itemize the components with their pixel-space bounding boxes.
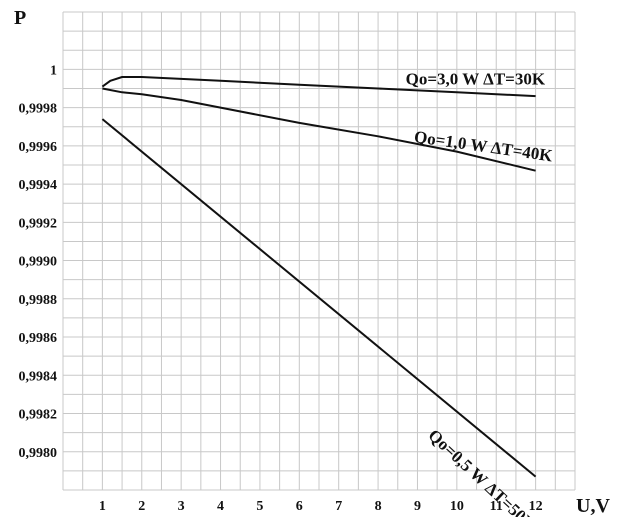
x-tick-label: 5 <box>256 499 263 514</box>
x-tick-label: 12 <box>529 499 543 514</box>
grid <box>62 11 576 491</box>
y-axis-title: P <box>14 7 26 29</box>
tick-labels: 1 2 3 4 5 6 7 8 9 10 11 120,99800,99820,99840,99860… <box>19 63 543 514</box>
x-tick-label: 3 <box>178 499 185 514</box>
series-line-3 <box>101 118 537 478</box>
series-lines <box>101 76 537 478</box>
x-tick-label: 6 <box>296 499 303 514</box>
x-tick-label: 7 <box>335 499 342 514</box>
y-tick-label: 0,9990 <box>19 255 58 270</box>
y-tick-label: 0,9994 <box>19 178 58 193</box>
series-label-1: Qo=3,0 W ΔT=30K <box>406 70 546 89</box>
x-tick-label: 9 <box>414 499 421 514</box>
y-tick-label: 0,9982 <box>19 408 58 423</box>
x-tick-label: 8 <box>375 499 382 514</box>
y-tick-label: 1 <box>50 63 57 78</box>
series-line-2 <box>102 87 536 172</box>
x-tick-label: 4 <box>217 499 224 514</box>
x-axis-title: U,V <box>576 495 610 517</box>
y-tick-label: 0,9992 <box>19 216 58 231</box>
y-tick-label: 0,9996 <box>19 140 58 155</box>
y-tick-label: 0,9998 <box>19 102 58 117</box>
y-tick-label: 0,9986 <box>19 331 58 346</box>
x-tick-label: 10 <box>450 499 464 514</box>
y-tick-label: 0,9988 <box>19 293 58 308</box>
series-label-2: Qo=1,0 W ΔT=40K <box>413 127 555 165</box>
x-tick-label: 1 <box>99 499 106 514</box>
y-tick-label: 0,9980 <box>19 446 58 461</box>
x-tick-label: 2 <box>138 499 145 514</box>
series-line-1 <box>101 76 536 98</box>
x-tick-label: 11 <box>490 499 503 514</box>
y-tick-label: 0,9984 <box>19 369 58 384</box>
